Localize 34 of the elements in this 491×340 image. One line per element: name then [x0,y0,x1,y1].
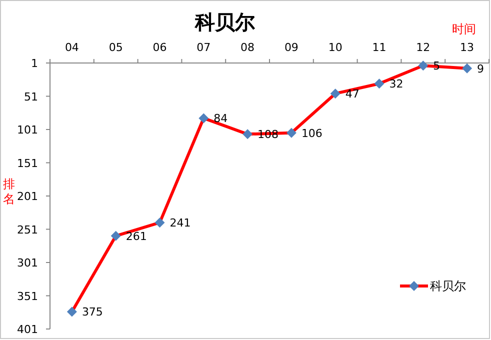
data-label: 375 [82,306,103,319]
x-tick-label: 06 [152,41,167,54]
data-label: 261 [126,230,147,243]
y-tick-label: 351 [17,290,38,303]
x-tick-label: 11 [372,41,386,54]
x-tick-label: 07 [196,41,211,54]
data-label: 241 [170,216,191,230]
y-tick-label: 251 [17,223,38,236]
chart-title: 科贝尔 [194,10,256,34]
x-tick-label: 08 [240,41,255,54]
y-tick-label: 301 [17,256,38,270]
x-tick-label: 05 [108,41,123,54]
x-tick-label: 09 [284,41,298,54]
y-tick-label: 51 [24,90,38,104]
x-tick-label: 12 [416,41,430,54]
legend-label: 科贝尔 [430,279,466,293]
data-label: 9 [477,62,484,76]
y-tick-label: 101 [17,124,38,136]
data-label: 5 [433,60,440,73]
x-tick-label: 04 [64,41,79,54]
data-label: 108 [258,128,279,142]
y-tick-label: 401 [17,323,38,336]
data-label: 47 [345,88,360,101]
legend: 科贝尔 [400,279,466,293]
data-label: 32 [389,78,404,91]
y-tick-label: 151 [17,156,38,170]
y-axis-title: 排名 [3,177,15,206]
x-tick-label: 10 [328,41,342,54]
data-label: 106 [301,126,322,140]
x-tick-label: 13 [460,41,474,54]
x-axis-title: 时间 [452,22,476,36]
y-tick-label: 1 [31,57,38,70]
data-label: 84 [214,112,228,126]
y-tick-label: 201 [17,190,38,203]
